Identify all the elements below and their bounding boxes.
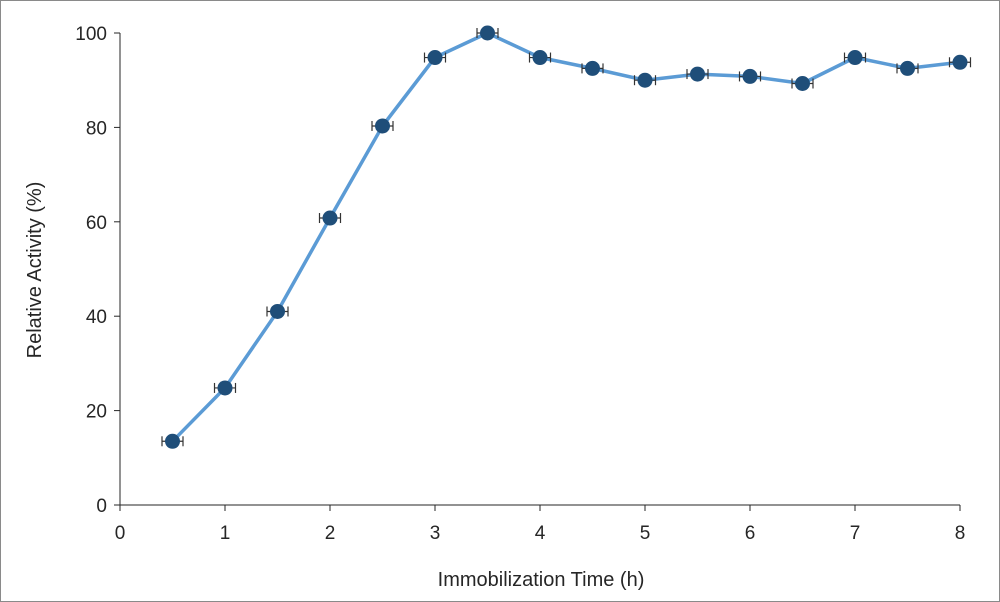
y-tick-label: 0 [96,496,107,517]
data-point [480,25,495,41]
y-tick-label: 40 [86,307,107,328]
data-point [690,66,705,82]
series-line-group [171,31,961,443]
data-point [427,50,443,66]
y-tick-label: 80 [86,118,107,139]
error-bars [161,28,972,447]
x-tick-label: 2 [325,523,336,544]
x-tick-label: 6 [745,523,756,544]
x-tick-label: 1 [220,523,231,544]
x-tick-label: 3 [430,523,441,544]
x-tick-label: 5 [640,523,651,544]
data-point [900,60,915,76]
y-tick-label: 20 [86,402,107,423]
data-points [165,25,968,449]
data-point [532,50,548,66]
data-point [952,54,968,70]
y-tick-label: 60 [86,213,107,234]
axes [119,33,960,506]
data-point [637,72,653,88]
data-point [585,60,600,76]
data-point [847,50,863,66]
data-point [375,118,390,134]
x-tick-label: 4 [535,523,546,544]
y-tick-label: 100 [75,24,107,45]
y-axis-ticks: 0 20 40 60 80 100 [75,24,120,517]
x-tick-label: 0 [115,523,126,544]
data-point [217,380,233,396]
x-tick-label: 7 [850,523,861,544]
x-tick-label: 8 [955,523,966,544]
data-point [795,76,810,92]
series-line [171,31,961,443]
x-axis-ticks: 0 1 2 3 4 5 6 7 8 [115,505,966,544]
data-point [742,68,758,84]
data-point [165,433,180,449]
data-point [322,210,338,226]
data-point [270,303,285,319]
y-axis-title: Relative Activity (%) [24,182,46,359]
x-axis-title: Immobilization Time (h) [438,569,645,591]
